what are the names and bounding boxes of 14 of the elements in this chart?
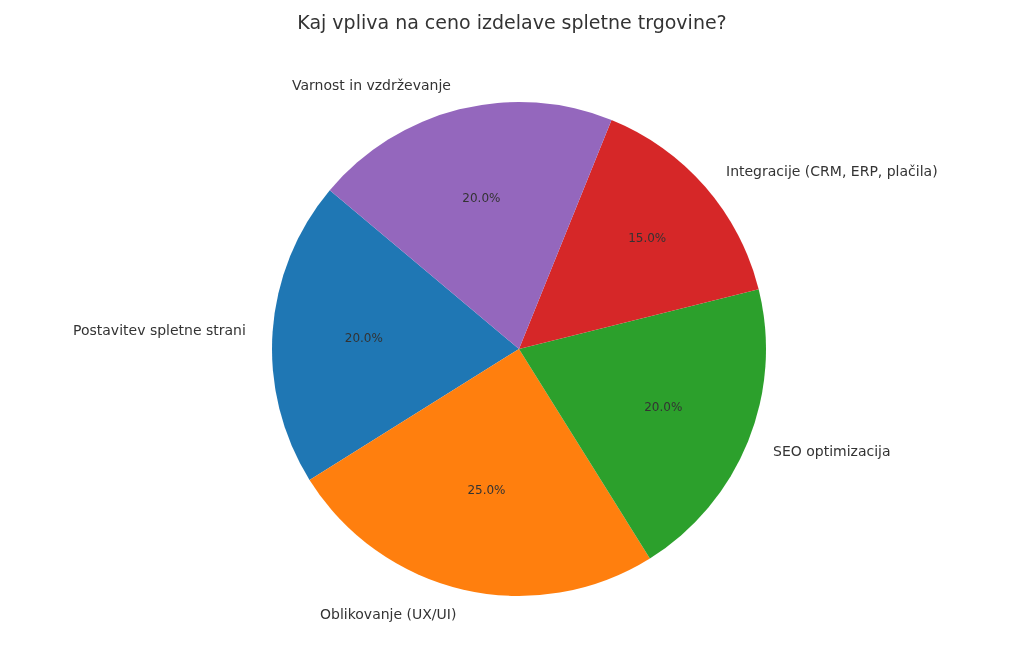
pie-slice bbox=[329, 102, 612, 349]
data-label: 20.0% bbox=[344, 331, 383, 346]
slice-label: Varnost in vzdrževanje bbox=[292, 77, 451, 93]
data-label: 15.0% bbox=[628, 230, 667, 245]
slice-label: SEO optimizacija bbox=[773, 443, 891, 459]
pie-slice bbox=[519, 289, 766, 559]
slice-label: Oblikovanje (UX/UI) bbox=[320, 606, 457, 622]
data-label: 20.0% bbox=[462, 191, 501, 206]
slice-label: Integracije (CRM, ERP, plačila) bbox=[726, 163, 938, 179]
pie-slice bbox=[272, 190, 519, 480]
slice-label: Postavitev spletne strani bbox=[73, 322, 246, 338]
chart-title: Kaj vpliva na ceno izdelave spletne trgovine? bbox=[297, 10, 727, 33]
data-label: 25.0% bbox=[467, 482, 506, 497]
data-label: 20.0% bbox=[644, 400, 683, 415]
